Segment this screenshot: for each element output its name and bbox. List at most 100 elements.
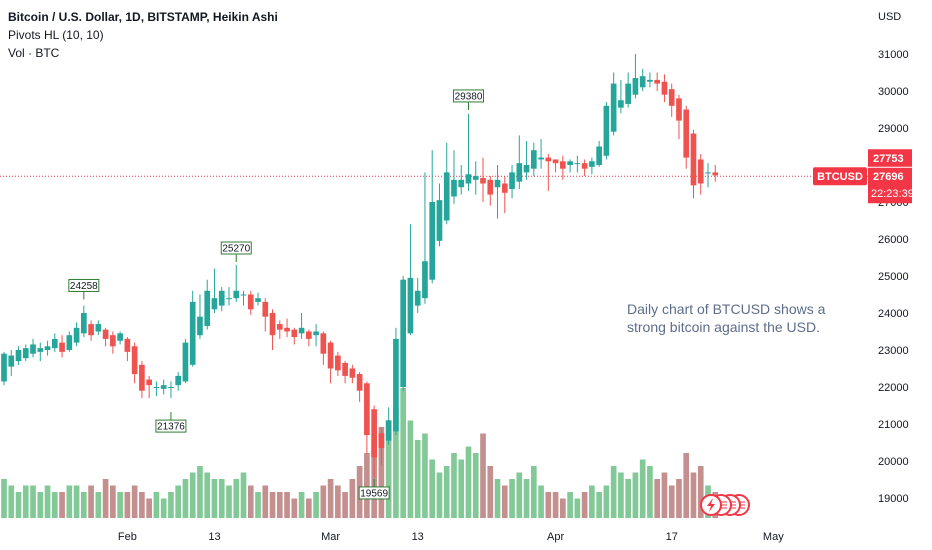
- volume-bar: [530, 466, 537, 518]
- volume-bar: [509, 479, 515, 518]
- candle-body: [320, 333, 327, 354]
- y-axis[interactable]: USD 19000 20000 21000 22000 23000 24000 25000 26…: [878, 11, 909, 505]
- volume-bar: [240, 472, 247, 518]
- candle-body: [44, 346, 51, 350]
- volume-bar: [538, 485, 544, 518]
- volume-bar: [654, 479, 661, 518]
- y-tick-label: 29000: [878, 123, 909, 135]
- volume-bar: [683, 453, 690, 518]
- candle-body: [371, 409, 377, 458]
- y-axis-unit: USD: [878, 11, 901, 23]
- volume-label[interactable]: Vol · BTC: [8, 46, 60, 60]
- candle-body: [124, 338, 131, 352]
- volume-bar: [153, 492, 160, 518]
- candle-body: [443, 172, 450, 221]
- candle-body: [327, 342, 334, 369]
- price-tag: [868, 149, 912, 204]
- candle-body: [233, 290, 240, 299]
- candle-body: [189, 301, 196, 365]
- volume-bar: [625, 479, 631, 518]
- candle-body: [538, 157, 544, 160]
- candle-body: [552, 159, 559, 164]
- volume-bar: [567, 492, 573, 518]
- volume-bar: [676, 479, 682, 518]
- candle-body: [603, 105, 610, 156]
- pivot-label: 25270: [222, 244, 250, 255]
- volume-bar: [15, 492, 22, 518]
- volume-bar: [400, 388, 407, 518]
- candle-body: [501, 183, 508, 193]
- candle-body: [654, 79, 661, 84]
- price-tags: BTCUSD 27753 27696 22:23:39: [813, 149, 914, 204]
- indicator-label[interactable]: Pivots HL (10, 10): [8, 28, 104, 42]
- candle-body: [102, 329, 109, 339]
- candle-body: [581, 163, 588, 169]
- candle-body: [393, 338, 399, 432]
- volume-bar: [146, 498, 152, 518]
- candle-body: [262, 301, 269, 317]
- candle-body: [204, 290, 211, 326]
- volume-bar: [697, 466, 704, 518]
- volume-bar: [560, 498, 566, 518]
- volume-bar: [218, 479, 225, 518]
- candle-body: [364, 383, 370, 436]
- volume-bar: [139, 492, 145, 518]
- volume-bar: [516, 472, 523, 518]
- volume-bar: [429, 459, 436, 518]
- x-tick-label: Mar: [321, 531, 340, 543]
- volume-bar: [436, 472, 443, 518]
- volume-bar: [480, 433, 486, 518]
- volume-bar: [88, 485, 94, 518]
- volume-bar: [276, 492, 283, 518]
- volume-bar: [182, 479, 189, 518]
- candle-body: [480, 177, 486, 184]
- candle-body: [647, 79, 653, 82]
- candle-body: [182, 342, 189, 382]
- candle-body: [422, 261, 428, 299]
- candle-body: [59, 342, 65, 352]
- candle-body: [509, 172, 515, 190]
- candle-body: [313, 331, 319, 336]
- candle-body: [30, 344, 36, 354]
- x-axis[interactable]: Feb 13 Mar 13 Apr 17 May: [118, 531, 784, 543]
- volume-bar: [552, 492, 559, 518]
- volume-bar: [393, 407, 399, 518]
- volume-bar: [124, 492, 131, 518]
- x-tick-label: Feb: [118, 531, 137, 543]
- volume-bar: [581, 492, 588, 518]
- candle-body: [436, 200, 443, 241]
- volume-bar: [364, 453, 370, 518]
- volume-bar: [1, 479, 7, 518]
- candle-body: [22, 348, 29, 359]
- y-tick-label: 24000: [878, 308, 909, 320]
- candle-body: [712, 172, 719, 176]
- volume-bar: [349, 479, 356, 518]
- candle-body: [414, 290, 421, 306]
- volume-bar: [385, 420, 392, 518]
- volume-bar: [95, 492, 102, 518]
- candle-body: [574, 163, 581, 165]
- candle-body: [255, 298, 261, 302]
- volume-bar: [618, 472, 624, 518]
- volume-bar: [407, 420, 414, 518]
- candle-body: [197, 316, 203, 336]
- volume-bar: [668, 485, 675, 518]
- x-tick-label: 13: [208, 531, 220, 543]
- pivot-box: [358, 486, 390, 500]
- pivot-box: [155, 419, 187, 433]
- candle-body: [95, 324, 102, 332]
- candle-body: [1, 353, 7, 382]
- candle-body: [240, 294, 247, 296]
- candle-body: [487, 179, 494, 195]
- candle-body: [378, 433, 385, 449]
- candle-body: [596, 146, 602, 165]
- volume-bar: [487, 466, 494, 518]
- candle-body: [458, 179, 465, 188]
- volume-bar: [81, 492, 87, 518]
- candle-body: [117, 333, 123, 341]
- symbol-tag: [813, 167, 867, 186]
- volume-bar: [59, 492, 65, 518]
- chart-title[interactable]: Bitcoin / U.S. Dollar, 1D, BITSTAMP, Hei…: [8, 10, 278, 24]
- volume-bar: [313, 492, 319, 518]
